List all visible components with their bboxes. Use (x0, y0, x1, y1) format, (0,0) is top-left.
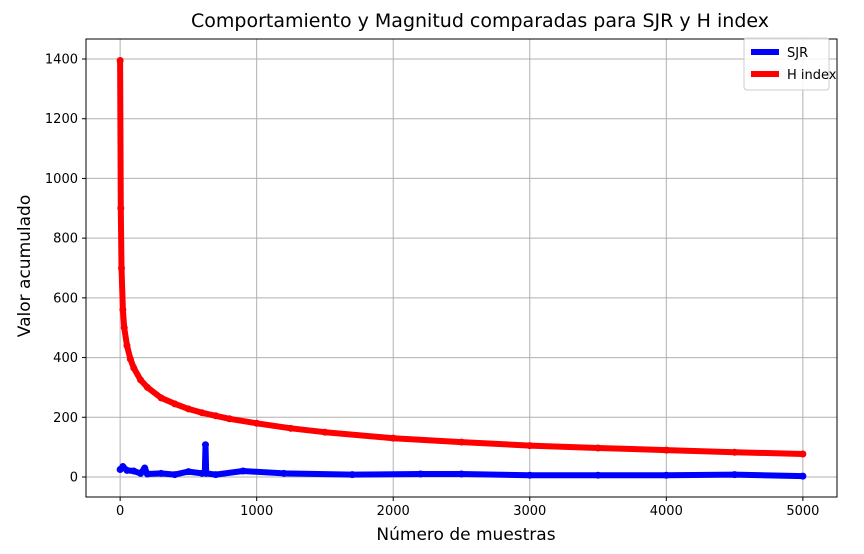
chart-title: Comportamiento y Magnitud comparadas par… (191, 10, 769, 32)
legend-label-sjr: SJR (787, 46, 808, 61)
data-point-h-index (123, 342, 131, 350)
data-point-sjr (662, 471, 670, 479)
data-point-h-index (198, 409, 206, 417)
x-tick-label: 3000 (513, 504, 546, 519)
data-point-sjr (137, 469, 145, 477)
x-tick-label: 5000 (786, 504, 819, 519)
data-point-h-index (118, 264, 126, 272)
data-point-sjr (123, 466, 131, 474)
data-point-h-index (120, 324, 128, 332)
plot-frame (85, 38, 838, 498)
data-point-sjr (143, 470, 151, 478)
y-tick-label: 1200 (45, 112, 78, 127)
data-point-h-index (458, 438, 465, 446)
data-point-h-index (184, 405, 192, 413)
y-tick-label: 200 (53, 411, 78, 426)
data-point-sjr (202, 469, 210, 477)
data-point-sjr (239, 467, 247, 475)
data-point-h-index (171, 400, 179, 408)
axes-layer: 0 1000 2000 3000 4000 5000 0 200 400 600 800 1000 12… (45, 38, 838, 519)
y-tick-label: 0 (70, 470, 78, 485)
y-axis-label: Valor acumulado (15, 195, 35, 337)
data-point-sjr (526, 471, 534, 479)
data-point-sjr (141, 464, 149, 472)
data-point-h-index (526, 442, 534, 450)
data-point-h-index (731, 448, 739, 456)
data-point-h-index (126, 355, 134, 363)
data-point-h-index (116, 56, 124, 64)
data-point-h-index (137, 376, 145, 384)
x-tick-label: 2000 (377, 504, 410, 519)
data-point-h-index (799, 450, 807, 458)
x-tick-label: 1000 (240, 504, 273, 519)
data-point-sjr (348, 471, 356, 479)
data-point-h-index (117, 204, 125, 212)
data-point-sjr (212, 471, 220, 479)
data-point-h-index (130, 364, 138, 372)
y-tick-label: 1400 (45, 53, 78, 68)
x-tick-label: 0 (116, 504, 124, 519)
y-tick-label: 800 (53, 232, 78, 247)
data-point-h-index (225, 415, 233, 423)
data-point-sjr (799, 472, 807, 480)
data-point-h-index (157, 394, 165, 402)
data-point-sjr (201, 441, 209, 449)
data-point-sjr (280, 469, 288, 477)
y-tick-label: 600 (53, 291, 78, 306)
data-point-sjr (130, 467, 138, 475)
y-tick-label: 400 (53, 351, 78, 366)
legend-label-h-index: H index (787, 68, 837, 83)
data-point-h-index (389, 434, 397, 442)
data-point-h-index (253, 419, 261, 427)
series-layer (116, 56, 807, 480)
data-point-h-index (594, 444, 602, 452)
data-point-sjr (417, 470, 425, 478)
legend: SJR H index (743, 37, 837, 91)
data-point-h-index (143, 383, 151, 391)
data-point-sjr (731, 471, 739, 479)
data-point-h-index (287, 424, 295, 432)
data-point-h-index (662, 446, 670, 454)
data-point-h-index (321, 428, 329, 436)
y-tick-label: 1000 (45, 172, 78, 187)
data-point-sjr (171, 471, 179, 479)
x-axis-label: Número de muestras (376, 525, 555, 545)
x-tick-label: 4000 (650, 504, 683, 519)
data-point-h-index (212, 412, 220, 420)
data-point-sjr (184, 468, 192, 476)
data-point-sjr (594, 471, 602, 479)
data-point-sjr (458, 470, 465, 478)
data-point-h-index (119, 306, 127, 314)
data-point-sjr (157, 469, 165, 477)
